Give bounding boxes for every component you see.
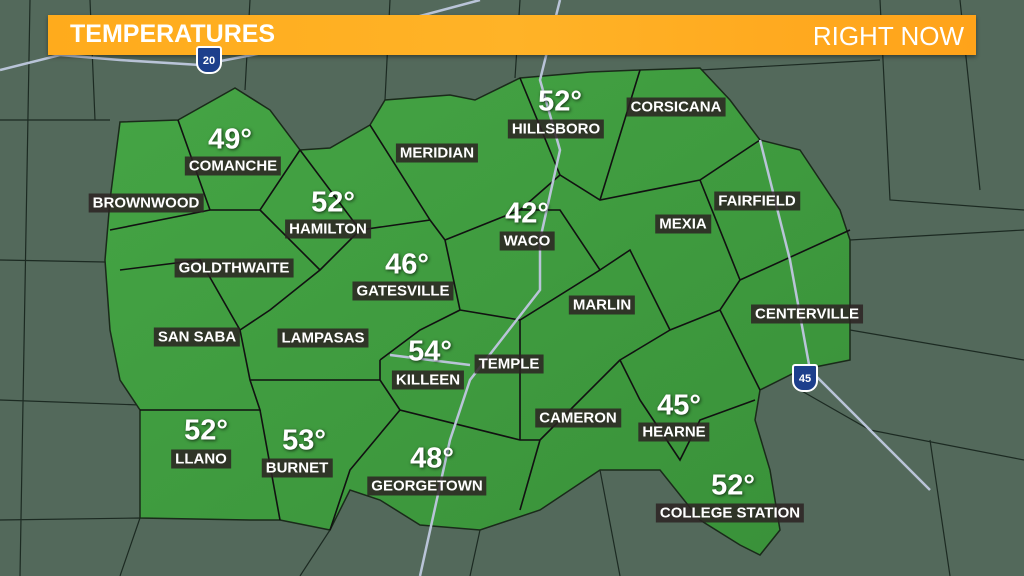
city-label-san-saba: SAN SABA [153,327,241,347]
city-label-killeen: KILLEEN [391,370,465,390]
temp-gatesville: 46° [385,248,429,281]
city-label-temple: TEMPLE [474,354,544,374]
city-label-college-station: COLLEGE STATION [655,503,805,523]
city-label-gatesville: GATESVILLE [352,281,454,301]
header-title: TEMPERATURES [70,20,276,48]
highways [0,0,931,576]
city-label-cameron: CAMERON [535,408,621,428]
city-label-hearne: HEARNE [638,422,710,442]
temp-hearne: 45° [657,389,701,422]
header-subtitle: RIGHT NOW [812,21,964,51]
city-label-burnet: BURNET [261,458,333,478]
city-label-meridian: MERIDIAN [395,143,479,163]
interstate-shield-icon: 20 [196,46,222,74]
temp-waco: 42° [505,197,549,230]
city-label-comanche: COMANCHE [184,156,282,176]
temp-hillsboro: 52° [538,85,582,118]
temp-georgetown: 48° [410,442,454,475]
temp-killeen: 54° [408,335,452,368]
header-banner: TEMPERATURES RIGHT NOW [48,15,976,55]
temp-comanche: 49° [208,123,252,156]
temp-college-station: 52° [711,469,755,502]
city-label-llano: LLANO [171,449,231,469]
interstate-shield-icon: 45 [792,364,818,392]
temp-llano: 52° [184,414,228,447]
city-label-mexia: MEXIA [655,214,711,234]
city-label-goldthwaite: GOLDTHWAITE [174,258,294,278]
city-label-brownwood: BROWNWOOD [88,193,204,213]
city-label-fairfield: FAIRFIELD [714,191,800,211]
city-label-marlin: MARLIN [568,295,636,315]
city-label-waco: WACO [499,231,555,251]
city-label-lampasas: LAMPASAS [277,328,369,348]
city-label-hamilton: HAMILTON [285,219,371,239]
city-label-georgetown: GEORGETOWN [367,476,487,496]
temp-burnet: 53° [282,424,326,457]
city-label-centerville: CENTERVILLE [751,304,863,324]
city-label-hillsboro: HILLSBORO [507,119,605,139]
temp-hamilton: 52° [311,186,355,219]
city-label-corsicana: CORSICANA [626,97,726,117]
